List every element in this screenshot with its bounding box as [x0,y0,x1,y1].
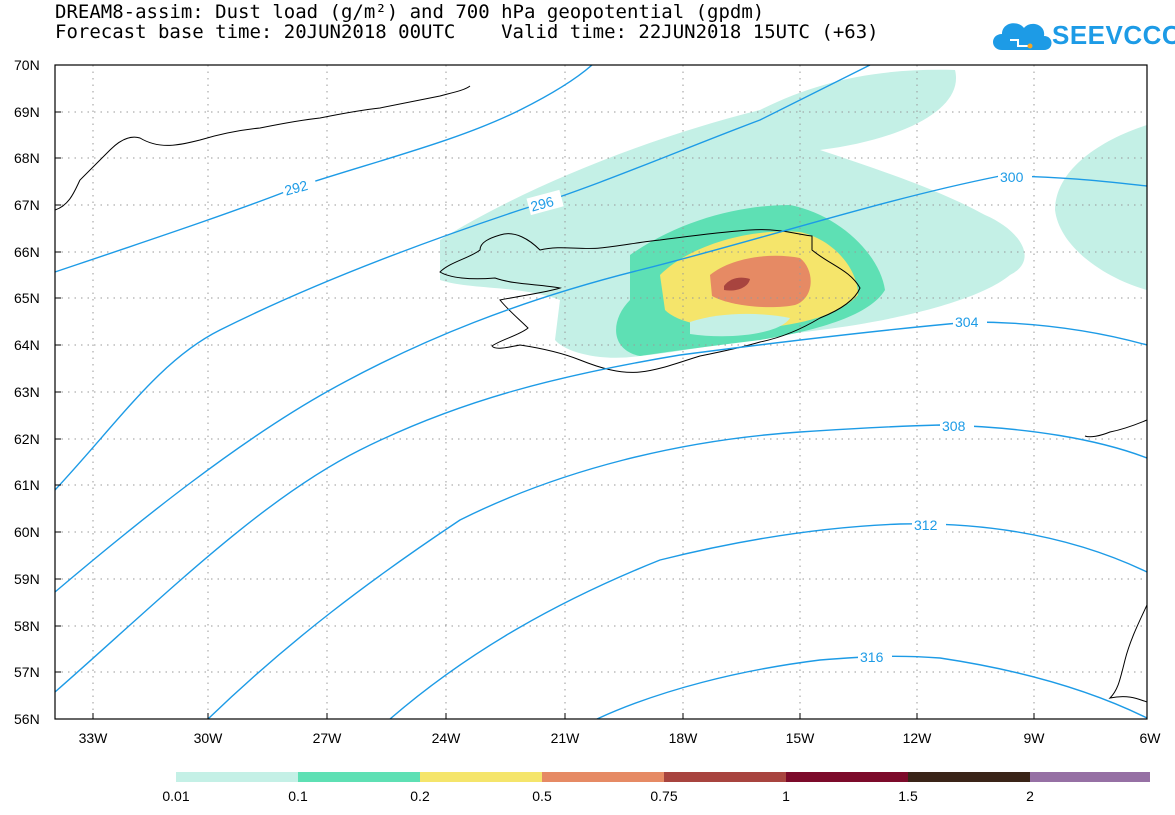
legend-swatch [420,772,542,782]
contour-label-316: 316 [860,649,884,665]
contour-label-300: 300 [1000,169,1024,185]
contour-labels: 292 296 300 304 308 312 316 [280,168,1032,665]
tick-marks [55,64,1035,719]
lat-label: 63N [14,384,40,400]
lon-label: 15W [786,730,816,746]
lat-label: 67N [14,197,40,213]
legend-swatch [176,772,298,782]
contour-296 [55,65,871,491]
legend-swatch [298,772,420,782]
greenland-coast [55,85,471,211]
contour-312 [389,523,1147,719]
legend-label: 0.5 [532,788,552,804]
legend-swatch [786,772,908,782]
coastlines [55,85,1147,703]
lon-label: 33W [79,730,109,746]
map-title: DREAM8-assim: Dust load (g/m²) and 700 h… [55,1,765,23]
contour-label-296: 296 [529,193,556,215]
lat-label: 61N [14,477,40,493]
legend-swatch [664,772,786,782]
color-legend: 0.01 0.1 0.2 0.5 0.75 1 1.5 2 [162,772,1150,804]
legend-label: 1 [782,788,790,804]
lat-label: 62N [14,431,40,447]
contour-316 [596,655,1147,719]
lon-label: 24W [432,730,462,746]
norway-coast [1084,419,1147,703]
lon-label: 9W [1024,730,1046,746]
legend-swatch [1030,772,1150,782]
cloud-logo-icon [993,23,1052,50]
dust-0.1-hole [690,313,790,337]
logo-text: SEEVCCC [1052,20,1175,50]
legend-label: 0.01 [162,788,189,804]
dust-0.5 [710,255,811,308]
legend-swatch [542,772,664,782]
contour-292 [55,65,593,273]
legend-label: 0.2 [410,788,430,804]
lon-label: 18W [669,730,699,746]
lat-label: 66N [14,244,40,260]
lon-label: 21W [551,730,581,746]
legend-label: 0.1 [288,788,308,804]
iceland-coast [439,229,861,373]
dust-field [440,69,1147,358]
legend-label: 2 [1026,788,1034,804]
legend-label: 0.75 [650,788,677,804]
dust-0.75 [724,277,750,291]
longitude-labels: 33W 30W 27W 24W 21W 18W 15W 12W 9W 6W [79,730,1162,746]
lat-label: 59N [14,571,40,587]
lon-label: 6W [1140,730,1162,746]
lat-label: 58N [14,618,40,634]
lon-label: 30W [194,730,224,746]
lat-label: 68N [14,150,40,166]
contour-label-304: 304 [955,314,979,330]
map-subtitle: Forecast base time: 20JUN2018 00UTC Vali… [55,21,879,43]
graticule [55,65,1147,719]
lat-label: 69N [14,104,40,120]
dust-0.01-east [1055,125,1147,290]
lat-label: 64N [14,337,40,353]
lat-label: 70N [14,57,40,73]
lat-label: 60N [14,524,40,540]
contour-label-292: 292 [283,177,310,199]
lon-label: 27W [313,730,343,746]
lon-label: 12W [903,730,933,746]
lat-label: 56N [14,711,40,727]
lat-label: 65N [14,290,40,306]
contour-label-312: 312 [914,517,938,533]
legend-label: 1.5 [898,788,918,804]
contour-label-308: 308 [942,418,966,434]
lat-label: 57N [14,664,40,680]
contour-304 [55,321,1147,693]
latitude-labels: 70N 69N 68N 67N 66N 65N 64N 63N 62N 61N … [14,57,40,727]
legend-swatch [908,772,1030,782]
contour-308 [207,424,1147,719]
